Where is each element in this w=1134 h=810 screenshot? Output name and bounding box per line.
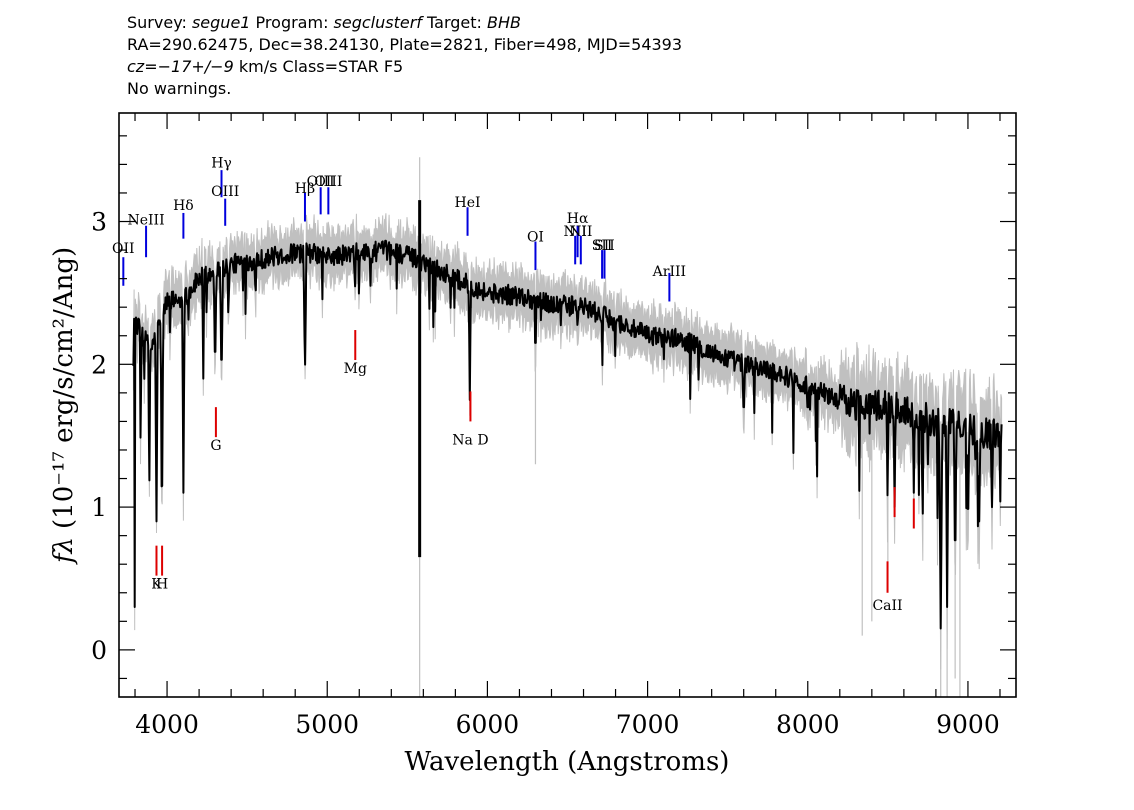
y-axis-label-group: fλ (10⁻¹⁷ erg/s/cm²/Ang) <box>49 247 79 565</box>
emission-line-label: Hγ <box>211 155 232 171</box>
absorption-line-label: H <box>156 576 168 592</box>
class-text: km/s Class=STAR F5 <box>233 57 404 76</box>
header-line-survey: Survey: segue1 Program: segclusterf Targ… <box>127 12 1127 34</box>
y-axis-units: (10⁻¹⁷ erg/s/cm²/Ang) <box>49 247 79 529</box>
y-tick-label: 1 <box>91 493 107 522</box>
spectrum-header: Survey: segue1 Program: segclusterf Targ… <box>127 12 1127 100</box>
x-axis-label: Wavelength (Angstroms) <box>405 747 730 777</box>
program-label: Program: <box>250 13 334 32</box>
y-axis-label: fλ (10⁻¹⁷ erg/s/cm²/Ang) <box>49 247 79 565</box>
emission-line-label: OIII <box>307 174 335 190</box>
y-tick-label: 3 <box>91 208 107 237</box>
x-tick-label: 9000 <box>936 710 1000 739</box>
cz-label: cz= <box>127 57 158 76</box>
y-tick-label: 0 <box>91 636 107 665</box>
flux-line <box>132 239 1003 630</box>
x-tick-label: 5000 <box>295 710 359 739</box>
emission-line-label: Hα <box>567 211 589 227</box>
x-tick-label: 7000 <box>616 710 680 739</box>
absorption-line-label: Na D <box>452 432 488 448</box>
axes-layer: 4000 5000 6000 7000 8000 9000 0 1 2 3 <box>91 113 1016 739</box>
series-layer <box>132 157 1003 697</box>
survey-label: Survey: <box>127 13 192 32</box>
header-line-redshift: cz=−17+/−9 km/s Class=STAR F5 <box>127 56 1127 78</box>
absorption-line-label: Mg <box>344 361 367 377</box>
header-line-coordinates: RA=290.62475, Dec=38.24130, Plate=2821, … <box>127 35 683 54</box>
emission-line-label: OII <box>112 241 135 257</box>
emission-line-label: HeI <box>455 195 481 211</box>
emission-line-label: NII <box>569 224 592 240</box>
y-tick-label: 2 <box>91 350 107 379</box>
emission-line-label: OIII <box>211 184 239 200</box>
absorption-line-label: CaII <box>872 598 902 614</box>
absorption-line-label: G <box>210 438 221 454</box>
x-tick-label: 8000 <box>776 710 840 739</box>
emission-line-label: SII <box>592 238 613 254</box>
target-label: Target: <box>421 13 487 32</box>
survey-value: segue1 <box>191 13 251 32</box>
target-value: BHB <box>487 13 521 32</box>
absorption-line-label: K <box>151 576 162 592</box>
y-axis-symbol: fλ <box>49 537 79 565</box>
emission-line-label: Hδ <box>173 198 194 214</box>
plot-frame <box>118 112 1017 698</box>
header-line-warnings: No warnings. <box>127 79 232 98</box>
emission-line-label: ArIII <box>652 264 686 280</box>
program-value: segclusterf <box>333 13 422 32</box>
emission-line-label: SII <box>594 238 615 254</box>
cz-value: −17+/−9 <box>157 57 234 76</box>
emission-line-label: OIII <box>314 174 342 190</box>
emission-line-label: Hβ <box>295 181 315 197</box>
emission-line-label: OI <box>527 230 544 246</box>
emission-line-label: NeIII <box>127 212 164 228</box>
x-tick-label: 6000 <box>456 710 520 739</box>
x-tick-label: 4000 <box>135 710 199 739</box>
